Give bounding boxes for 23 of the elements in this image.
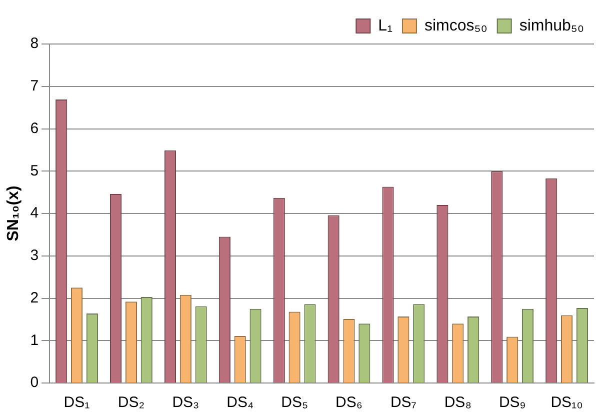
y-tick-label: 0 [30, 374, 39, 392]
x-tick-label: DS₇ [390, 394, 416, 412]
x-tick-label: DS₄ [226, 394, 254, 412]
x-tick-label: DS₅ [281, 394, 308, 412]
legend-label: simcos₅₀ [424, 17, 488, 34]
y-tick-label: 5 [30, 162, 39, 180]
legend-label: simhub₅₀ [519, 17, 584, 34]
y-tick-label: 2 [30, 289, 39, 306]
x-tick-label: DS₂ [118, 394, 145, 412]
x-tick-label: DS₁₀ [550, 394, 583, 412]
legend-label: L₁ [378, 17, 392, 34]
y-tick-label: 6 [30, 120, 39, 137]
y-tick-label: 1 [30, 332, 39, 349]
y-tick-label: 4 [30, 204, 39, 222]
y-tick-label: 3 [30, 247, 39, 264]
y-tick-label: 7 [30, 78, 39, 95]
x-tick-label: DS₈ [444, 394, 472, 412]
x-tick-label: DS₃ [172, 394, 200, 412]
x-tick-label: DS₁ [64, 394, 90, 412]
x-tick-label: DS₆ [336, 394, 362, 412]
y-tick-label: 8 [30, 35, 39, 52]
x-tick-label: DS₉ [498, 394, 526, 412]
y-axis-title: SN₁₀(x) [5, 186, 22, 242]
